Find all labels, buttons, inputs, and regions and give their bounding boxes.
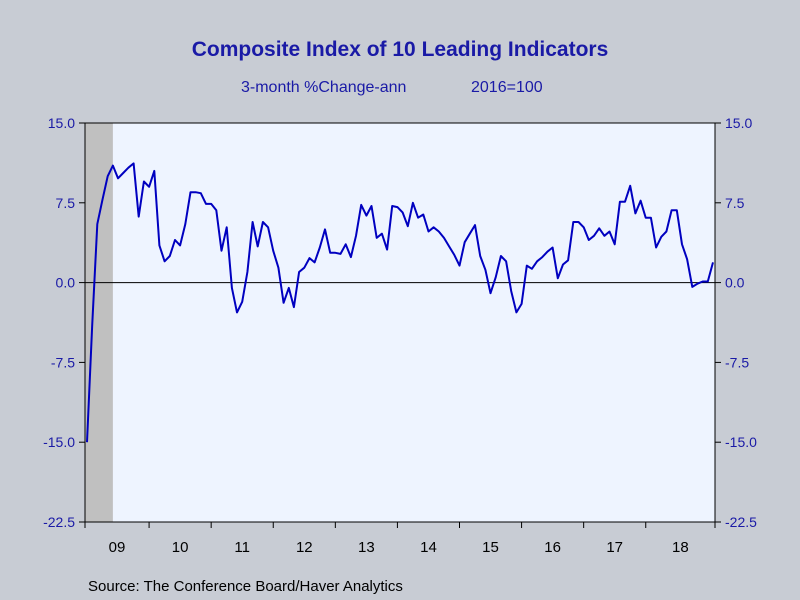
y-tick-label-left: 7.5 <box>56 195 76 211</box>
chart-subtitle-base: 2016=100 <box>471 79 543 96</box>
chart-subtitle-measure: 3-month %Change-ann <box>241 79 407 96</box>
y-tick-label-left: 0.0 <box>56 275 76 291</box>
y-tick-label-right: -22.5 <box>725 514 757 530</box>
x-tick-label: 11 <box>234 539 250 556</box>
y-tick-label-left: -15.0 <box>43 434 75 450</box>
y-tick-label-right: -15.0 <box>725 434 757 450</box>
x-tick-label: 16 <box>544 539 561 556</box>
x-tick-label: 14 <box>420 539 437 556</box>
chart-title: Composite Index of 10 Leading Indicators <box>191 38 609 61</box>
chart-source: Source: The Conference Board/Haver Analy… <box>88 578 403 595</box>
y-tick-label-left: -7.5 <box>51 354 75 370</box>
y-tick-label-left: -22.5 <box>43 514 75 530</box>
x-tick-label: 10 <box>172 539 189 556</box>
x-tick-label: 18 <box>672 539 689 556</box>
series-line <box>86 162 714 443</box>
y-tick-label-right: 7.5 <box>725 195 745 211</box>
plot-area <box>85 123 715 522</box>
x-tick-label: 13 <box>358 539 375 556</box>
y-tick-label-right: 15.0 <box>725 115 752 131</box>
y-tick-label-right: 0.0 <box>725 275 745 291</box>
x-tick-label: 09 <box>109 539 126 556</box>
recession-shading <box>85 123 113 522</box>
x-tick-label: 15 <box>482 539 499 556</box>
x-tick-label: 17 <box>606 539 623 556</box>
x-tick-label: 12 <box>296 539 313 556</box>
y-tick-label-right: -7.5 <box>725 354 749 370</box>
plot-frame <box>84 122 716 523</box>
y-tick-label-left: 15.0 <box>48 115 75 131</box>
